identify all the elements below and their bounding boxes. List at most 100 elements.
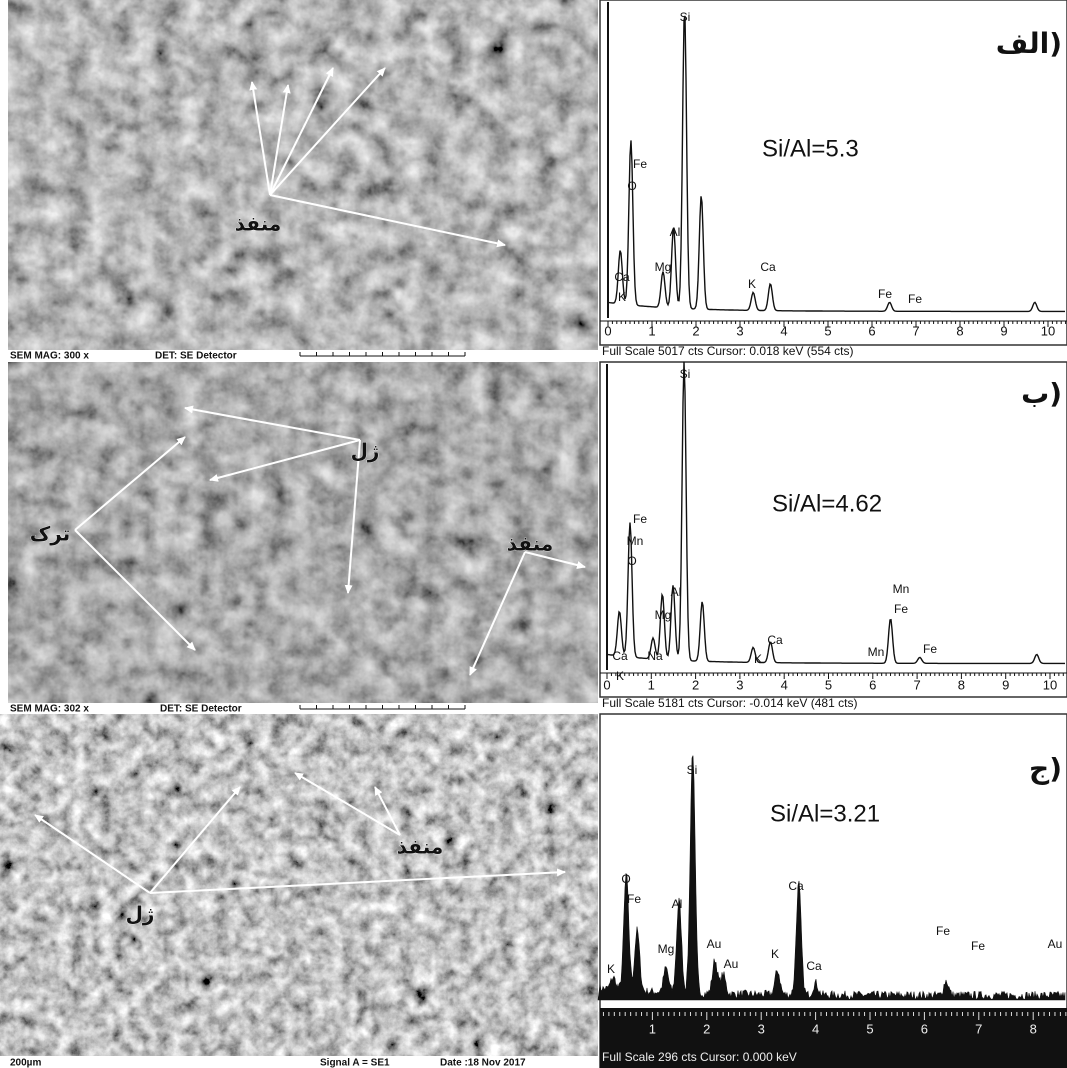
spectrum-footer: Full Scale 296 cts Cursor: 0.000 keV — [602, 1050, 797, 1064]
axis-tick-label: 10 — [1043, 677, 1057, 692]
peak-label: Si — [687, 763, 698, 777]
peak-label: Mn — [627, 534, 644, 548]
sem-image — [8, 362, 598, 705]
axis-tick-label: 9 — [1000, 323, 1007, 338]
axis-tick-label: 5 — [824, 323, 831, 338]
panel-label: ب) — [1021, 377, 1062, 410]
peak-label: Fe — [627, 892, 641, 906]
peak-label: Fe — [908, 292, 922, 306]
peak-label: Si — [680, 10, 691, 24]
sem-image — [8, 0, 598, 350]
peak-label: Au — [1048, 937, 1063, 951]
spectrum-frame — [599, 0, 1067, 346]
arrow — [269, 84, 291, 196]
axis-tick-label: 3 — [758, 1021, 765, 1036]
axis-tick-label: 1 — [649, 1021, 656, 1036]
peak-label: K — [616, 669, 624, 683]
peak-label: Mg — [655, 260, 672, 274]
arrow — [269, 67, 386, 196]
axis-tick-label: 6 — [868, 323, 875, 338]
axis-tick-label: 4 — [781, 677, 788, 692]
panel-label: الف) — [996, 27, 1062, 60]
spectrum-footer: Full Scale 5181 cts Cursor: -0.014 keV (… — [602, 696, 857, 710]
arrow — [209, 439, 361, 482]
peak-label: Au — [724, 957, 739, 971]
peak-label: Mn — [893, 582, 910, 596]
arrow — [149, 868, 566, 894]
peak-label: O — [621, 872, 630, 886]
axis-tick-label: 3 — [736, 323, 743, 338]
peak-label: Al — [670, 225, 681, 239]
arrow — [269, 67, 334, 196]
sem-shade — [8, 362, 598, 705]
sem-footer-text: SEM MAG: 302 x — [10, 704, 89, 715]
sem-annotation: ژل — [351, 439, 380, 463]
sem-footer-text: Date :18 Nov 2017 — [440, 1058, 526, 1068]
sem-annotation: منفذ — [397, 835, 444, 859]
peak-label: Na — [647, 649, 663, 663]
spectrum-frame — [599, 361, 1067, 698]
arrow — [469, 551, 526, 676]
peak-label: Mg — [658, 942, 675, 956]
spectrum-footer: Full Scale 5017 cts Cursor: 0.018 keV (5… — [602, 344, 853, 358]
arrow — [269, 194, 506, 248]
sem-footer-text: DET: SE Detector — [155, 351, 237, 362]
arrow — [294, 772, 401, 836]
peak-label: Fe — [633, 512, 647, 526]
arrow — [149, 786, 241, 894]
spectrum-trace — [608, 15, 1065, 313]
sem-footer-text: 200µm — [10, 1058, 41, 1068]
arrow — [184, 405, 361, 441]
arrow — [74, 529, 196, 651]
panel-label: ج) — [1029, 752, 1062, 786]
peak-label: Fe — [894, 602, 908, 616]
peak-label: Ca — [806, 959, 822, 973]
axis-tick-label: 6 — [921, 1021, 928, 1036]
sem-shade — [8, 0, 598, 350]
axis-tick-label: 5 — [825, 677, 832, 692]
axis-tick-label: 9 — [1002, 677, 1009, 692]
peak-label: O — [627, 179, 636, 193]
sem-footer-text: DET: SE Detector — [160, 704, 242, 715]
peak-label: K — [607, 962, 615, 976]
peak-label: Fe — [936, 924, 950, 938]
peak-label: Ca — [760, 260, 776, 274]
peak-label: K — [748, 277, 756, 291]
peak-label: Fe — [878, 287, 892, 301]
peak-label: Ca — [767, 633, 783, 647]
spectrum-trace — [607, 361, 1065, 665]
peak-label: Mn — [868, 645, 885, 659]
axis-tick-label: 5 — [866, 1021, 873, 1036]
axis-tick-label: 10 — [1041, 323, 1055, 338]
arrow — [34, 814, 151, 894]
si-al-ratio: Si/Al=3.21 — [770, 800, 880, 827]
peak-label: K — [618, 290, 626, 304]
axis-tick-label: 8 — [1030, 1021, 1037, 1036]
peak-label: K — [754, 652, 762, 666]
sem-footer-bar — [8, 703, 598, 713]
spectrum-trace — [597, 755, 1066, 1001]
arrow — [524, 551, 586, 569]
spectrum-axis-band — [600, 1008, 1067, 1068]
sem-annotation: ژل — [126, 902, 155, 926]
axis-tick-label: 2 — [692, 677, 699, 692]
axis-tick-label: 7 — [975, 1021, 982, 1036]
axis-tick-label: 4 — [780, 323, 787, 338]
sem-footer-text: Signal A = SE1 — [320, 1058, 390, 1068]
peak-label: Au — [707, 937, 722, 951]
axis-tick-label: 7 — [913, 677, 920, 692]
peak-label: Fe — [923, 642, 937, 656]
peak-label: Fe — [971, 939, 985, 953]
axis-tick-label: 6 — [869, 677, 876, 692]
axis-tick-label: 8 — [956, 323, 963, 338]
sem-footer-bar — [0, 1056, 598, 1068]
peak-label: Al — [671, 585, 682, 599]
si-al-ratio: Si/Al=5.3 — [762, 135, 859, 162]
axis-tick-label: 4 — [812, 1021, 819, 1036]
sem-annotation: منفذ — [235, 212, 282, 236]
arrow — [374, 786, 401, 836]
peak-label: O — [627, 554, 636, 568]
arrow — [249, 81, 271, 196]
sem-annotation: ترک — [30, 522, 70, 546]
